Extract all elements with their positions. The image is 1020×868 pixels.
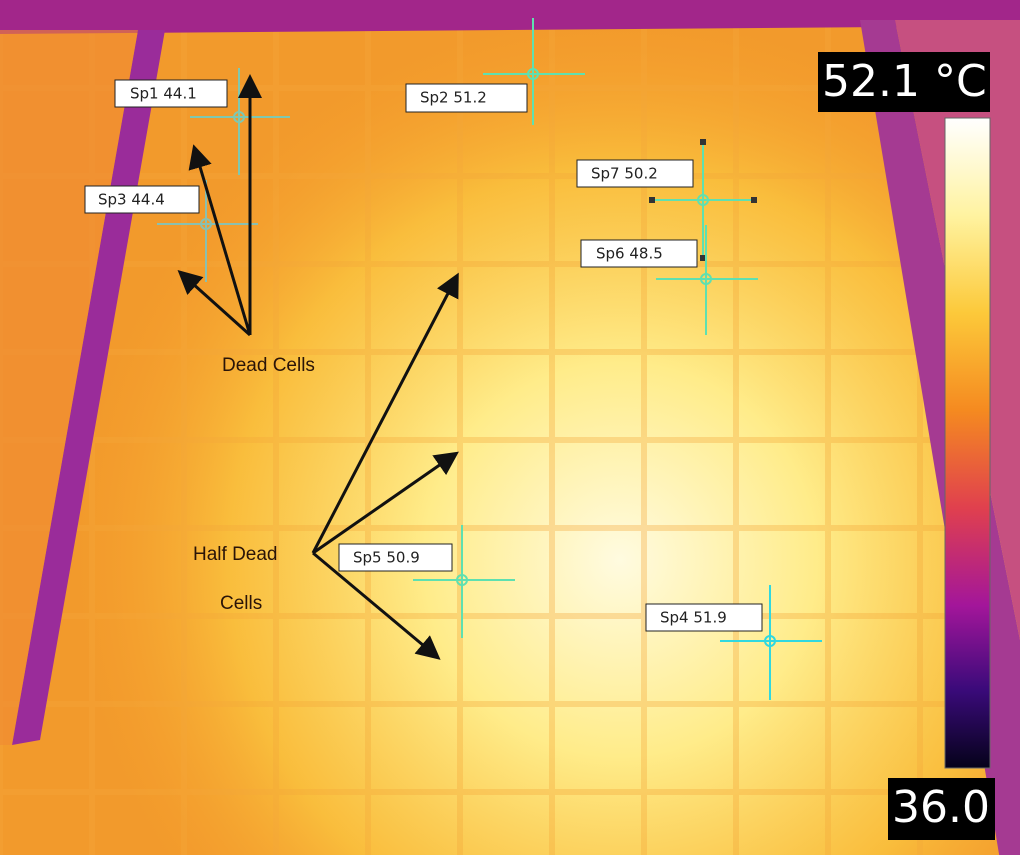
spot-label: Sp5 50.9 <box>353 549 420 567</box>
scale-max: 52.1 °C <box>822 56 987 107</box>
spot-label: Sp3 44.4 <box>98 191 165 209</box>
spot-label: Sp1 44.1 <box>130 85 197 103</box>
spot-label: Sp6 48.5 <box>596 245 663 263</box>
annotation: Cells <box>220 593 262 614</box>
spot-label: Sp7 50.2 <box>591 165 658 183</box>
thermal-view: Sp1 44.1 Sp2 51.2 Sp3 44.4 Sp7 50.2 Sp6 … <box>0 0 1020 868</box>
annotation: Half Dead <box>193 544 278 565</box>
spot-label: Sp2 51.2 <box>420 89 487 107</box>
thermal-background <box>0 0 1020 868</box>
annotation: Dead Cells <box>222 355 315 376</box>
scale-min: 36.0 <box>892 782 990 833</box>
spot-label: Sp4 51.9 <box>660 609 727 627</box>
color-bar <box>945 118 990 768</box>
